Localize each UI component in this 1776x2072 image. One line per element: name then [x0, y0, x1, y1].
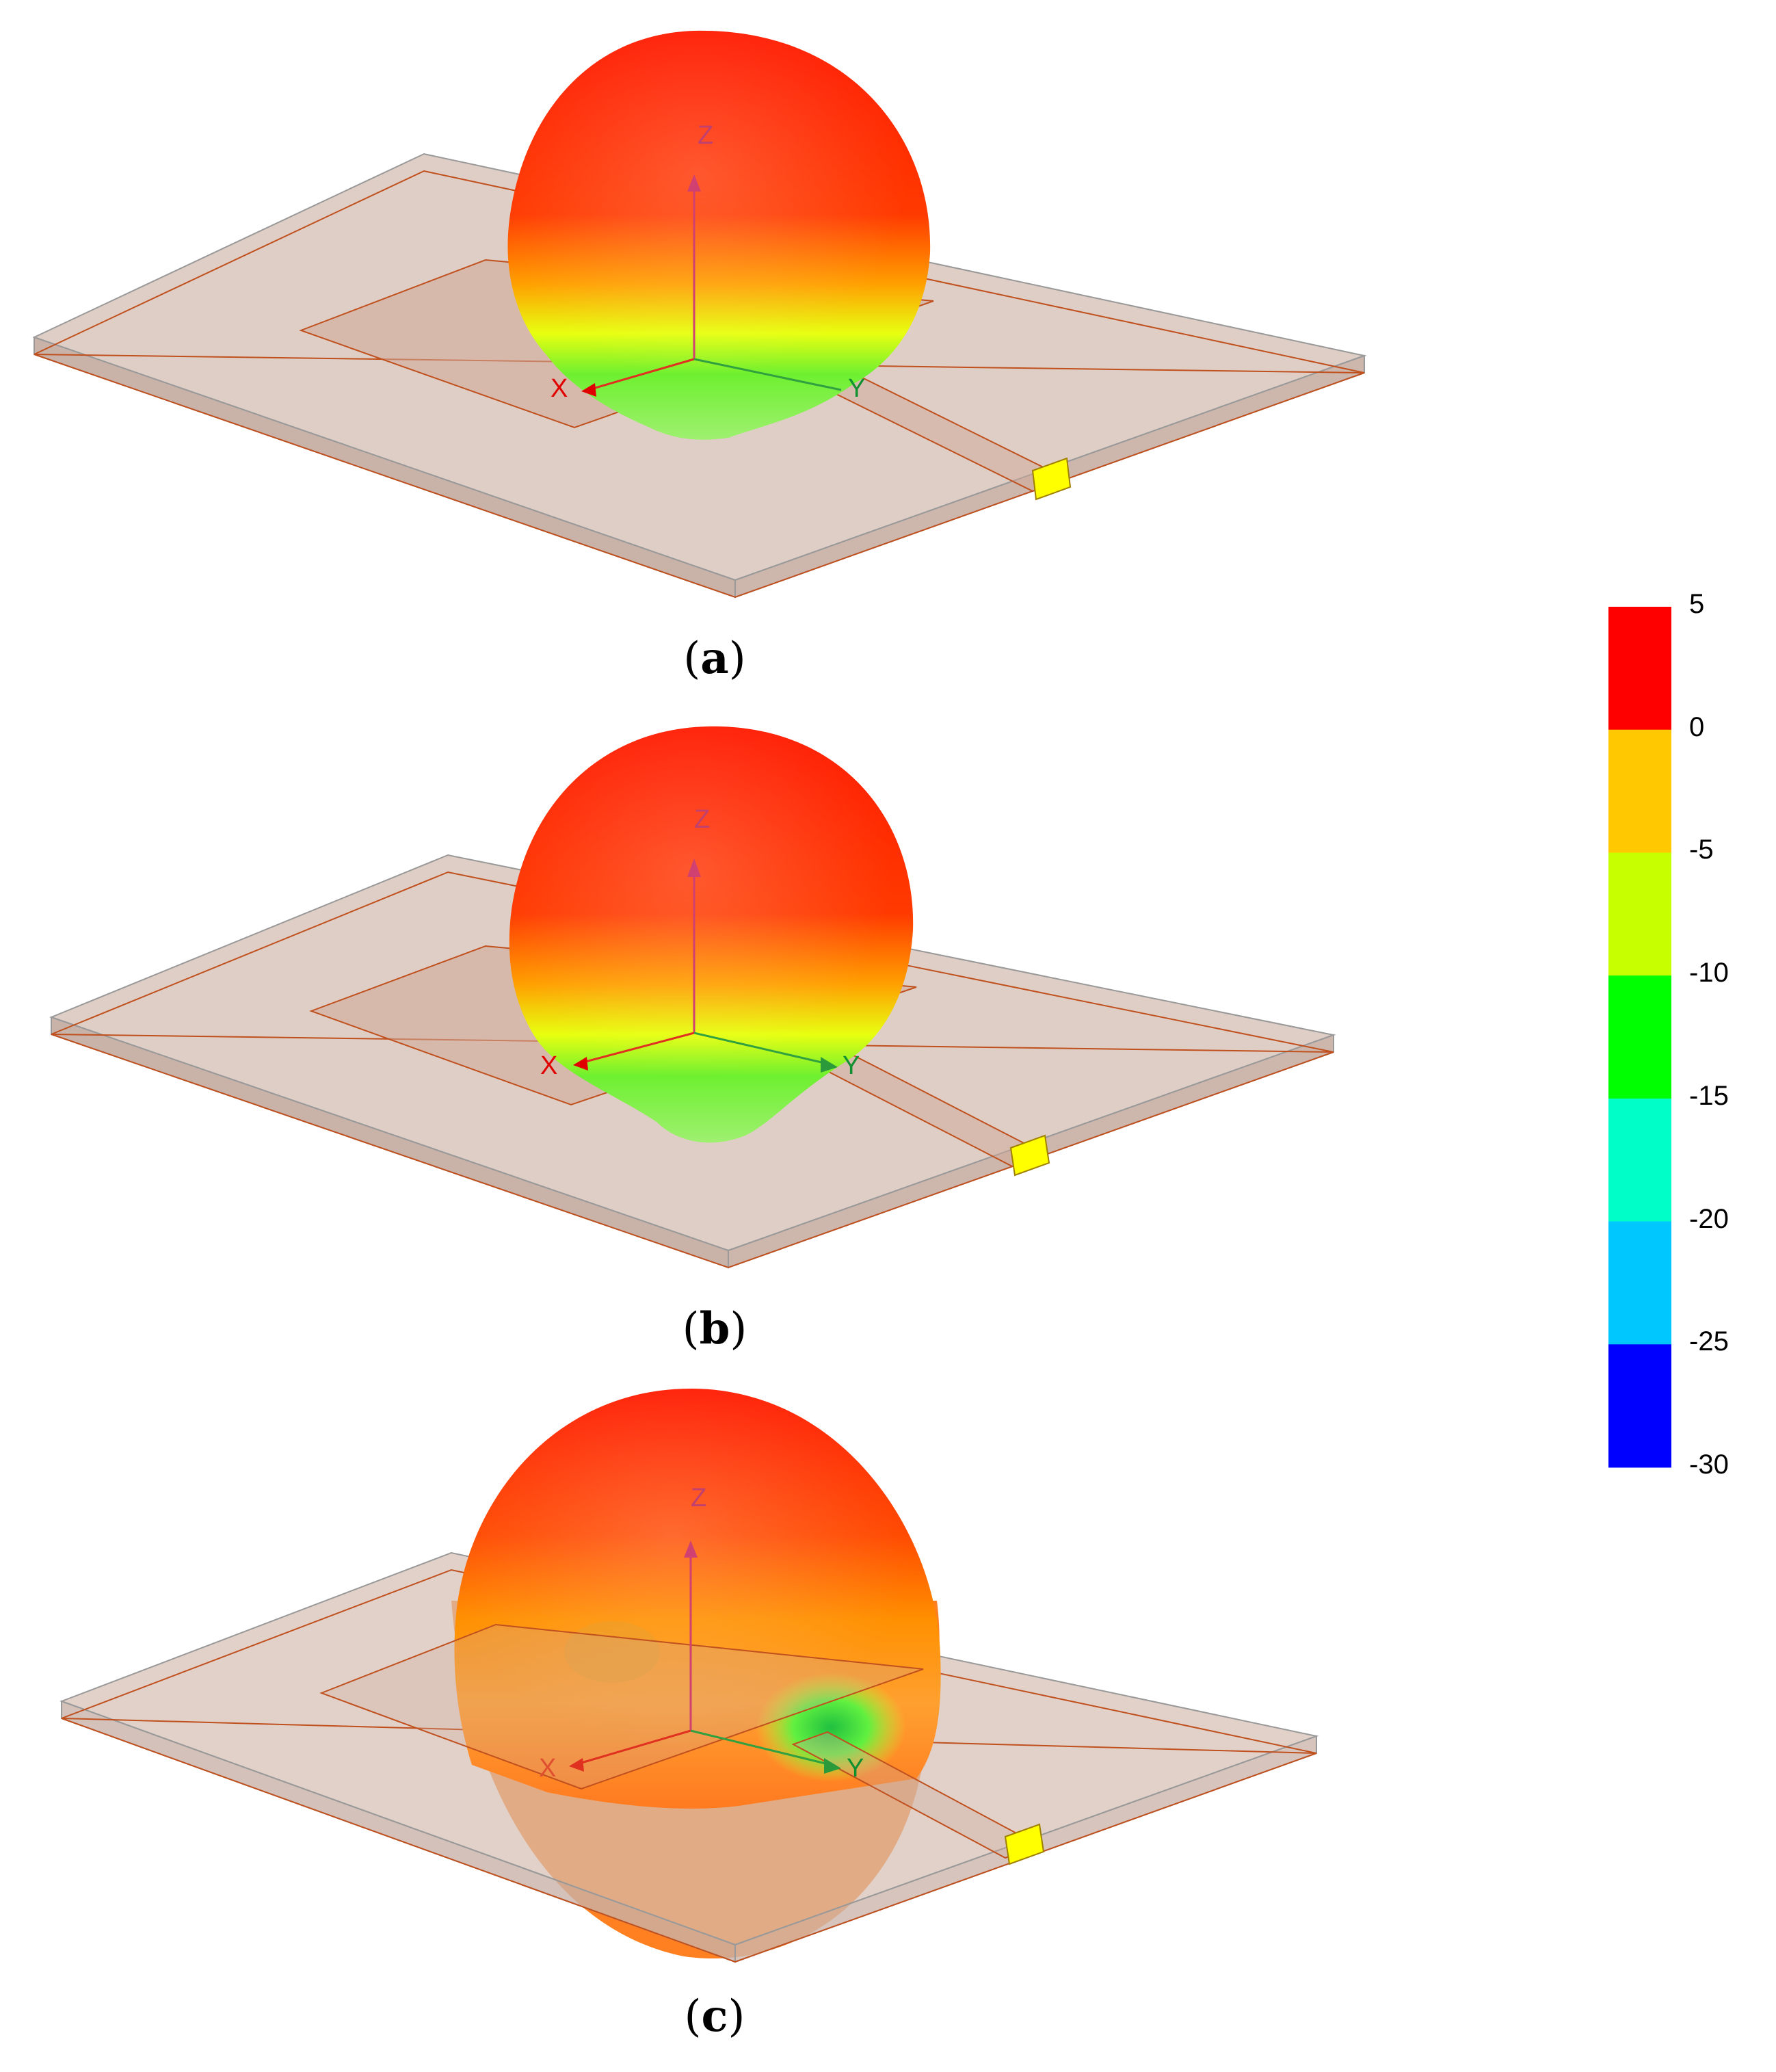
axes-a: Z X Y [551, 121, 865, 403]
colorbar-tick-label: -20 [1689, 1203, 1729, 1234]
colorbar-tick-label: -5 [1689, 835, 1714, 865]
caption-c: (c) [684, 1991, 745, 2042]
colorbar-band [1608, 1344, 1671, 1468]
colorbar-tick-label: -30 [1689, 1450, 1729, 1480]
colorbar-tick-label: 0 [1689, 711, 1705, 742]
panel-a: Z X Y [32, 30, 1367, 599]
colorbar-band [1608, 1221, 1671, 1345]
axis-label-z-b: Z [694, 805, 710, 834]
axis-label-x-b: X [540, 1051, 557, 1080]
radiation-lobe-c-upper [454, 1389, 941, 1809]
colorbar-band [1608, 1098, 1671, 1222]
axis-label-x-a: X [551, 374, 568, 403]
colorbar-tick-label: -15 [1689, 1080, 1729, 1111]
radiation-lobe-b [509, 726, 914, 1143]
colorbar-band [1608, 607, 1671, 731]
axes-b: Z X Y [540, 805, 860, 1080]
caption-a: (a) [683, 633, 746, 684]
caption-b: (b) [682, 1303, 747, 1354]
colorbar [1608, 607, 1671, 1468]
colorbar-tick-label: -25 [1689, 1326, 1729, 1357]
axis-label-y-a: Y [848, 374, 865, 403]
axis-label-z-c: Z [691, 1484, 706, 1512]
axis-label-z-a: Z [698, 121, 713, 150]
colorbar-band [1608, 729, 1671, 853]
axis-label-y-c: Y [847, 1754, 864, 1783]
axes-c: Z X Y [539, 1484, 864, 1783]
axis-label-x-c: X [539, 1754, 556, 1783]
colorbar-band [1608, 975, 1671, 1099]
axis-label-y-b: Y [843, 1051, 860, 1080]
radiation-lobe-a [507, 30, 931, 440]
colorbar-tick-label: 5 [1689, 589, 1705, 619]
panel-b: Z X Y [49, 726, 1336, 1269]
patch-c [319, 1623, 1045, 1865]
panel-c: Z X Y [59, 1389, 1319, 1963]
colorbar-tick-label: -10 [1689, 958, 1729, 988]
colorbar-band [1608, 852, 1671, 976]
